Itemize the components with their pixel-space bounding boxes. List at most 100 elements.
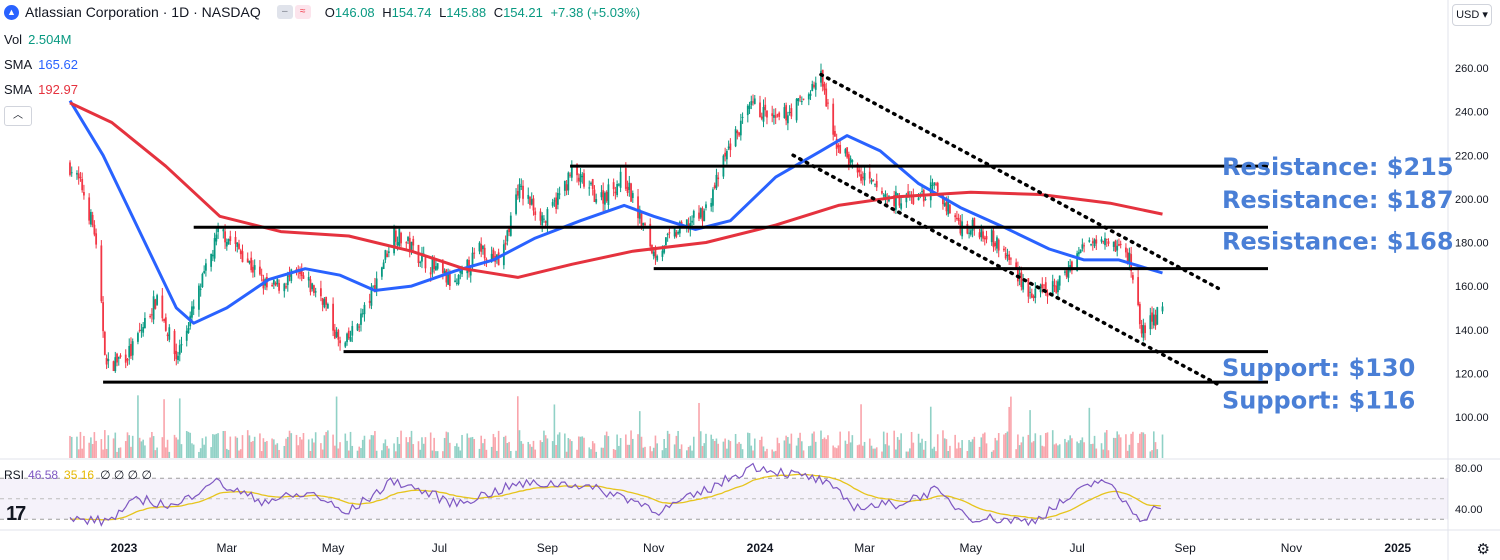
candle-body [881, 190, 883, 194]
sma-line [68, 99, 1163, 325]
volume-bar [966, 450, 969, 458]
volume-bar [100, 439, 103, 458]
volume-bar [302, 433, 305, 458]
wave-icon[interactable]: ≈ [294, 5, 311, 19]
volume-bar [929, 406, 932, 458]
candle-body [652, 251, 655, 257]
volume-bar [760, 436, 763, 458]
candle-body [260, 274, 263, 276]
candle-body [300, 269, 303, 276]
ohlc-readout: O146.08 H154.74 L145.88 C154.21 +7.38 (+… [324, 4, 641, 20]
volume-bar [471, 436, 474, 458]
candle-body [309, 279, 312, 293]
volume-bar [337, 448, 340, 458]
candle-body [591, 179, 594, 189]
volume-bar [1118, 434, 1120, 458]
volume-bar [788, 443, 791, 458]
candle-body [325, 296, 328, 305]
volume-bar [360, 448, 362, 458]
chart-title[interactable]: Atlassian Corporation · 1D · NASDAQ [25, 4, 261, 20]
volume-bar [581, 436, 584, 458]
volume-bar [888, 445, 890, 458]
volume-bar [271, 438, 273, 458]
volume-bar [591, 441, 594, 458]
volume-bar [571, 441, 573, 458]
candle-body [93, 224, 96, 235]
volume-bar [1071, 438, 1073, 458]
volume-bar [1003, 434, 1005, 458]
volume-bar [799, 432, 801, 458]
candle-body [607, 184, 610, 205]
volume-bar [114, 432, 117, 458]
candle-body [868, 171, 871, 179]
volume-bar [384, 439, 387, 458]
volume-bar [1031, 442, 1033, 458]
volume-bar [126, 432, 129, 458]
volume-bar [750, 445, 753, 458]
candle-body [419, 262, 422, 264]
candle-body [1064, 271, 1066, 273]
sma-slow-indicator[interactable]: SMA 192.97 [4, 82, 78, 97]
collapse-indicators-button[interactable]: ︿ [4, 106, 32, 126]
candle-body [661, 250, 664, 257]
volume-bar [1017, 434, 1019, 458]
level-annotation: Support: $130 [1222, 354, 1415, 382]
candle-body [870, 179, 873, 183]
currency-selector[interactable]: USD ▾ [1452, 4, 1492, 26]
volume-bar [907, 451, 909, 458]
candle-body [713, 185, 716, 189]
volume-bar [327, 430, 329, 458]
volume-bar [154, 450, 157, 458]
candle-body [1091, 241, 1094, 244]
volume-bar [212, 434, 214, 458]
volume-bar [740, 443, 742, 458]
minus-icon[interactable]: – [276, 5, 293, 19]
candle-body [144, 317, 146, 329]
volume-bar [457, 446, 460, 458]
volume-bar [1022, 436, 1024, 458]
volume-bar [485, 449, 488, 458]
volume-bar [956, 448, 958, 458]
volume-bar [1144, 434, 1146, 458]
candle-body [126, 358, 129, 361]
volume-bar [949, 445, 951, 458]
volume-bar [325, 431, 327, 458]
volume-bar [1058, 444, 1061, 458]
candle-body [872, 179, 875, 181]
candle-body [259, 266, 261, 275]
volume-bar [363, 435, 366, 458]
volume-bar [936, 434, 939, 458]
candle-body [154, 299, 157, 309]
gear-icon[interactable]: ⚙ [1476, 541, 1490, 558]
candle-body [70, 172, 73, 174]
candle-body [1071, 261, 1073, 271]
volume-bar [734, 433, 737, 458]
volume-bar [1069, 435, 1071, 458]
volume-bar [368, 439, 371, 458]
candle-body [1149, 315, 1152, 330]
volume-indicator[interactable]: Vol 2.504M [4, 32, 72, 47]
candle-body [893, 194, 896, 207]
volume-bar [727, 439, 730, 458]
volume-bar [213, 434, 216, 458]
sma-fast-indicator[interactable]: SMA 165.62 [4, 57, 78, 72]
rsi-line [69, 462, 1161, 527]
volume-bar [79, 431, 82, 458]
candle-body [482, 245, 484, 250]
rsi-header[interactable]: RSI 46.58 35.16 ∅ ∅ ∅ ∅ [4, 468, 152, 482]
compare-toggle[interactable]: – ≈ [276, 5, 311, 19]
candle-body [654, 249, 657, 258]
candle-body [433, 259, 436, 270]
candle-body [319, 288, 322, 297]
candle-body [943, 203, 946, 206]
volume-bar [931, 448, 934, 458]
candle-body [116, 353, 118, 363]
volume-bar [504, 435, 507, 458]
candle-body [204, 263, 207, 271]
candle-body [178, 345, 181, 355]
volume-bar [689, 445, 692, 458]
candle-body [187, 328, 190, 334]
candle-body [795, 98, 798, 121]
candle-body [994, 242, 997, 247]
